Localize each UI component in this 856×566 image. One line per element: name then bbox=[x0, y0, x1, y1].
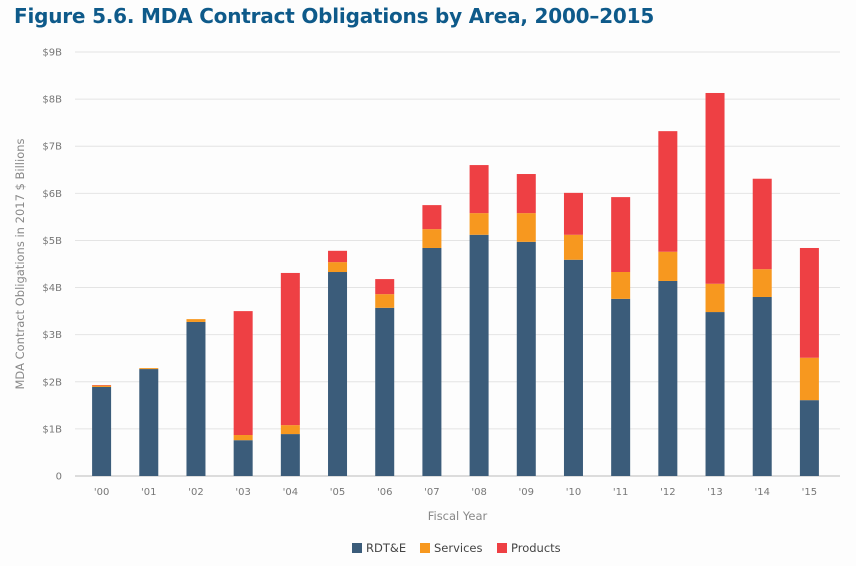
bar-segment-services bbox=[705, 283, 725, 313]
bar-segment-products bbox=[705, 92, 725, 284]
bar-segment-services bbox=[375, 294, 395, 308]
chart-title: Figure 5.6. MDA Contract Obligations by … bbox=[14, 4, 655, 28]
x-tick-label: '03 bbox=[235, 487, 250, 498]
bar-segment-products bbox=[469, 165, 489, 214]
bar-segment-services bbox=[563, 234, 583, 260]
bar-segment-rdte bbox=[375, 307, 395, 476]
bar-segment-rdte bbox=[280, 434, 300, 476]
bar-segment-services bbox=[233, 435, 253, 441]
bar-segment-products bbox=[328, 250, 348, 263]
bar-segment-services bbox=[92, 385, 112, 387]
bar-segment-rdte bbox=[752, 296, 772, 476]
x-tick-label: '06 bbox=[377, 487, 392, 498]
bar-segment-services bbox=[139, 368, 159, 370]
x-tick-label: '13 bbox=[707, 487, 722, 498]
y-tick-label: $1B bbox=[42, 424, 62, 435]
bar-segment-rdte bbox=[422, 247, 442, 476]
legend-label: Products bbox=[511, 541, 561, 555]
x-tick-label: '09 bbox=[519, 487, 534, 498]
bar-segment-rdte bbox=[186, 321, 206, 476]
bar-segment-services bbox=[186, 319, 206, 322]
x-tick-label: '05 bbox=[330, 487, 345, 498]
y-tick-label: $8B bbox=[42, 95, 62, 106]
y-tick-label: $9B bbox=[42, 48, 62, 59]
bar-segment-products bbox=[92, 385, 112, 386]
bar-segment-services bbox=[280, 425, 300, 435]
bar-segment-products bbox=[375, 279, 395, 295]
bar-segment-rdte bbox=[233, 440, 253, 476]
legend-swatch bbox=[420, 543, 430, 553]
x-tick-label: '07 bbox=[424, 487, 439, 498]
x-tick-label: '00 bbox=[94, 487, 109, 498]
bar-segment-rdte bbox=[611, 298, 631, 476]
x-tick-label: '04 bbox=[283, 487, 298, 498]
bar-segment-rdte bbox=[328, 272, 348, 476]
x-tick-label: '11 bbox=[613, 487, 628, 498]
legend-label: Services bbox=[434, 541, 483, 555]
y-tick-label: $5B bbox=[42, 236, 62, 247]
bar-segment-products bbox=[799, 247, 819, 358]
bar-segment-rdte bbox=[705, 312, 725, 476]
x-tick-label: '02 bbox=[188, 487, 203, 498]
bar-segment-rdte bbox=[563, 259, 583, 476]
x-tick-label: '10 bbox=[566, 487, 581, 498]
x-axis-label: Fiscal Year bbox=[428, 509, 488, 523]
bar-segment-services bbox=[328, 262, 348, 273]
y-tick-label: $2B bbox=[42, 377, 62, 388]
legend-label: RDT&E bbox=[366, 541, 406, 555]
bar-segment-services bbox=[422, 229, 442, 248]
y-tick-label: $4B bbox=[42, 283, 62, 294]
legend-swatch bbox=[497, 543, 507, 553]
y-tick-label: $7B bbox=[42, 142, 62, 153]
bar-segment-products bbox=[516, 174, 536, 214]
bar-segment-services bbox=[658, 251, 678, 281]
bar-segment-rdte bbox=[799, 400, 819, 476]
y-tick-label: $3B bbox=[42, 330, 62, 341]
bar-segment-rdte bbox=[469, 234, 489, 476]
bar-segment-products bbox=[563, 192, 583, 235]
bar-segment-products bbox=[611, 197, 631, 273]
bar-segment-services bbox=[516, 213, 536, 242]
bar-segment-products bbox=[658, 131, 678, 252]
x-tick-label: '08 bbox=[471, 487, 486, 498]
x-tick-label: '12 bbox=[660, 487, 675, 498]
bar-segment-rdte bbox=[658, 280, 678, 476]
bar-segment-services bbox=[752, 269, 772, 297]
x-tick-label: '01 bbox=[141, 487, 156, 498]
bar-segment-rdte bbox=[516, 241, 536, 476]
bar-segment-products bbox=[233, 311, 253, 436]
bar-segment-services bbox=[611, 272, 631, 299]
bar-segment-products bbox=[280, 272, 300, 426]
y-tick-label: 0 bbox=[56, 472, 62, 483]
bar-segment-products bbox=[752, 178, 772, 270]
bar-segment-rdte bbox=[92, 386, 112, 476]
y-tick-label: $6B bbox=[42, 189, 62, 200]
bar-segment-rdte bbox=[139, 369, 159, 476]
x-tick-label: '15 bbox=[802, 487, 817, 498]
bar-segment-products bbox=[422, 205, 442, 230]
legend-swatch bbox=[352, 543, 362, 553]
bar-segment-services bbox=[469, 213, 489, 235]
bar-segment-services bbox=[799, 357, 819, 401]
y-axis-label: MDA Contract Obligations in 2017 $ Billi… bbox=[13, 138, 27, 389]
x-tick-label: '14 bbox=[754, 487, 769, 498]
